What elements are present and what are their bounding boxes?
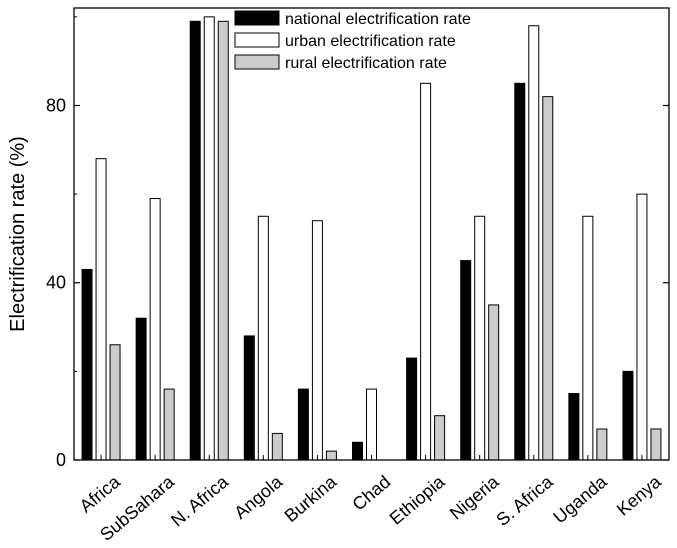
bar-series-2-4	[257, 215, 269, 461]
bars-group	[81, 16, 662, 461]
bar-series-3-11	[650, 428, 662, 461]
bar-series-1-3	[189, 20, 201, 461]
bar-series-3-8	[488, 304, 500, 461]
bar-series-1-8	[460, 260, 472, 461]
bar-series-2-6	[366, 388, 377, 461]
bar-series-3-9	[542, 96, 554, 461]
bar-series-3-5	[325, 450, 337, 461]
y-axis-label: Electrification rate (%)	[7, 136, 29, 332]
bar-series-2-7	[420, 82, 432, 461]
bar-series-2-9	[528, 25, 540, 461]
legend-swatch-3	[234, 54, 280, 70]
bar-series-1-5	[297, 388, 309, 461]
bar-series-2-1	[95, 158, 107, 461]
bar-series-1-2	[135, 317, 147, 461]
bar-series-1-7	[406, 357, 418, 461]
bar-series-2-2	[149, 198, 161, 461]
bar-series-1-1	[81, 268, 93, 461]
bar-series-1-11	[622, 370, 634, 461]
legend-label-3: rural electrification rate	[285, 55, 447, 72]
bar-series-2-8	[474, 215, 486, 461]
bar-series-2-3	[203, 16, 215, 461]
bar-series-1-10	[568, 393, 580, 461]
bar-series-3-1	[109, 344, 121, 461]
legend-label-2: urban electrification rate	[285, 33, 456, 50]
y-tick-label-3: 80	[46, 95, 66, 115]
legend-swatch-2	[234, 32, 280, 48]
bar-series-2-5	[311, 220, 323, 461]
bar-series-3-7	[434, 415, 446, 461]
legend: national electrification rate urban elect…	[234, 10, 471, 72]
bar-series-3-3	[217, 20, 229, 461]
legend-swatch-1	[234, 10, 280, 26]
y-tick-label-1: 0	[56, 450, 66, 470]
bar-series-1-4	[243, 335, 255, 461]
legend-label-1: national electrification rate	[285, 11, 471, 28]
bar-series-2-11	[636, 193, 648, 461]
y-axis-ticks: 0 40 80	[46, 16, 669, 470]
bar-series-2-10	[582, 215, 594, 461]
bar-series-3-2	[163, 388, 175, 461]
y-tick-label-2: 40	[46, 273, 66, 293]
bar-series-3-10	[596, 428, 608, 461]
bar-series-1-9	[514, 82, 526, 461]
bar-series-1-6	[352, 441, 363, 461]
bar-series-3-4	[271, 432, 283, 461]
